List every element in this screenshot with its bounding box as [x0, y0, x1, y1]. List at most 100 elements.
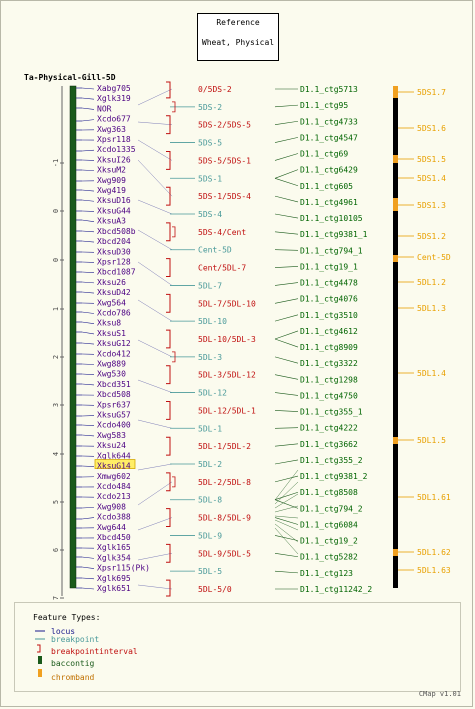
locus-label[interactable]: Xcdo400	[97, 421, 131, 430]
chromosome-bar[interactable]	[69, 85, 77, 589]
interval-label[interactable]: 5DL-7/5DL-10	[198, 299, 256, 308]
locus-label[interactable]: Xpsr118	[97, 135, 131, 144]
chromband-label[interactable]: 5DL1.62	[417, 548, 451, 557]
contig-label[interactable]: D1.1_ctg5282	[300, 553, 358, 562]
locus-label[interactable]: Xpsr637	[97, 400, 131, 409]
locus-label[interactable]: Xksu26	[97, 278, 126, 287]
contig-label[interactable]: D1.1_ctg19_1	[300, 262, 358, 271]
contig-label[interactable]: D1.1_ctg355_2	[300, 456, 363, 465]
locus-label[interactable]: Xbcd204	[97, 237, 131, 246]
contig-label[interactable]: D1.1_ctg794_2	[300, 504, 363, 513]
contig-label[interactable]: D1.1_ctg4750	[300, 391, 358, 400]
locus-label[interactable]: XksuD30	[97, 247, 131, 256]
chromband-label[interactable]: 5DL1.61	[417, 493, 451, 502]
locus-label[interactable]: Xbcd508b	[97, 227, 136, 236]
locus-label[interactable]: Xcdo677	[97, 115, 131, 124]
contig-label[interactable]: D1.1_ctg4733	[300, 117, 358, 126]
locus-label[interactable]: Xpsr115(Pk)	[97, 564, 150, 573]
locus-label[interactable]: Xwg419	[97, 186, 126, 195]
contig-label[interactable]: D1.1_ctg9381_2	[300, 472, 368, 481]
contig-label[interactable]: D1.1_ctg605	[300, 182, 353, 191]
interval-label[interactable]: 5DL-12/5DL-1	[198, 406, 256, 415]
contig-label[interactable]: D1.1_ctg4547	[300, 133, 358, 142]
locus-label[interactable]: Xbcd1087	[97, 268, 136, 277]
breakpoint-label[interactable]: 5DL-7	[198, 281, 222, 290]
chromband-label[interactable]: 5DL1.4	[417, 369, 446, 378]
chromband-label[interactable]: 5DL1.5	[417, 436, 446, 445]
interval-label[interactable]: 5DL-8/5DL-9	[198, 514, 251, 523]
locus-label[interactable]: Xglk695	[97, 574, 131, 583]
contig-label[interactable]: D1.1_ctg355_1	[300, 408, 363, 417]
locus-label[interactable]: Xglk354	[97, 553, 131, 562]
locus-label[interactable]: Xksu24	[97, 441, 126, 450]
interval-label[interactable]: 5DS-2/5DS-5	[198, 121, 251, 130]
interval-label[interactable]: 5DL-3/5DL-12	[198, 371, 256, 380]
breakpoint-label[interactable]: 5DL-8	[198, 496, 222, 505]
contig-label[interactable]: D1.1_ctg3662	[300, 440, 358, 449]
locus-label[interactable]: Xwg644	[97, 523, 126, 532]
locus-label[interactable]: Xglk651	[97, 584, 131, 593]
locus-label[interactable]: Xcdo484	[97, 482, 131, 491]
breakpoint-label[interactable]: Cent-5D	[198, 246, 232, 255]
interval-label[interactable]: 0/5DS-2	[198, 85, 232, 94]
contig-label[interactable]: D1.1_ctg69	[300, 150, 348, 159]
chromband-bar[interactable]	[393, 86, 398, 588]
contig-label[interactable]: D1.1_ctg794_1	[300, 246, 363, 255]
contig-label[interactable]: D1.1_ctg6429	[300, 166, 358, 175]
locus-label[interactable]: XksuG44	[97, 206, 131, 215]
locus-label[interactable]: Xwg908	[97, 502, 126, 511]
locus-label[interactable]: Xcdo388	[97, 513, 131, 522]
locus-label[interactable]: Xabg705	[97, 84, 131, 93]
contig-label[interactable]: D1.1_ctg95	[300, 101, 348, 110]
contig-label[interactable]: D1.1_ctg1298	[300, 375, 358, 384]
locus-label[interactable]: Xksu8	[97, 319, 121, 328]
locus-label[interactable]: Xwg530	[97, 370, 126, 379]
contig-label[interactable]: D1.1_ctg4076	[300, 295, 358, 304]
breakpoint-label[interactable]: 5DL-5	[198, 567, 222, 576]
interval-label[interactable]: 5DS-4/Cent	[198, 228, 246, 237]
chromband-label[interactable]: 5DS1.6	[417, 124, 446, 133]
contig-label[interactable]: D1.1_ctg11242_2	[300, 585, 372, 594]
interval-label[interactable]: 5DS-5/5DS-1	[198, 156, 251, 165]
locus-label[interactable]: Xwg909	[97, 176, 126, 185]
contig-label[interactable]: D1.1_ctg4478	[300, 279, 358, 288]
contig-label[interactable]: D1.1_ctg9381_1	[300, 230, 368, 239]
chromband-label[interactable]: 5DS1.4	[417, 174, 446, 183]
breakpoint-label[interactable]: 5DL-2	[198, 460, 222, 469]
breakpoint-label[interactable]: 5DS-2	[198, 103, 222, 112]
locus-label[interactable]: Xwg889	[97, 360, 126, 369]
locus-label[interactable]: Xmwg602	[97, 472, 131, 481]
locus-label[interactable]: XksuM2	[97, 166, 126, 175]
locus-label[interactable]: Xcdo786	[97, 308, 131, 317]
contig-label[interactable]: D1.1_ctg8909	[300, 343, 358, 352]
contig-label[interactable]: D1.1_ctg6084	[300, 520, 358, 529]
chromband-label[interactable]: 5DS1.7	[417, 88, 446, 97]
locus-label[interactable]: Xglk165	[97, 543, 131, 552]
chromband-label[interactable]: 5DS1.3	[417, 201, 446, 210]
locus-label[interactable]: Xglk644	[97, 451, 131, 460]
locus-label[interactable]: Xwg564	[97, 298, 126, 307]
interval-label[interactable]: 5DL-2/5DL-8	[198, 478, 251, 487]
locus-label[interactable]: Xwg363	[97, 125, 126, 134]
breakpoint-label[interactable]: 5DL-9	[198, 531, 222, 540]
contig-label[interactable]: D1.1_ctg10105	[300, 214, 363, 223]
contig-label[interactable]: D1.1_ctg4961	[300, 198, 358, 207]
interval-label[interactable]: 5DS-1/5DS-4	[198, 192, 251, 201]
contig-label[interactable]: D1.1_ctg3322	[300, 359, 358, 368]
breakpoint-label[interactable]: 5DL-12	[198, 389, 227, 398]
chromband-label[interactable]: 5DL1.2	[417, 278, 446, 287]
locus-label[interactable]: Xcdo412	[97, 349, 131, 358]
map-title[interactable]: Ta-Physical-Gill-5D	[24, 73, 116, 82]
contig-label[interactable]: D1.1_ctg3510	[300, 311, 358, 320]
breakpoint-label[interactable]: 5DL-1	[198, 424, 222, 433]
chromband-label[interactable]: Cent-5D	[417, 253, 451, 262]
locus-label[interactable]: Xwg583	[97, 431, 126, 440]
interval-label[interactable]: 5DL-5/0	[198, 585, 232, 594]
locus-label[interactable]: XksuD16	[97, 196, 131, 205]
interval-label[interactable]: 5DL-10/5DL-3	[198, 335, 256, 344]
breakpoint-label[interactable]: 5DL-10	[198, 317, 227, 326]
breakpoint-label[interactable]: 5DL-3	[198, 353, 222, 362]
chromband-label[interactable]: 5DL1.63	[417, 566, 451, 575]
contig-label[interactable]: D1.1_ctg5713	[300, 85, 358, 94]
reference-box[interactable]: Reference Wheat, Physical	[197, 13, 279, 61]
